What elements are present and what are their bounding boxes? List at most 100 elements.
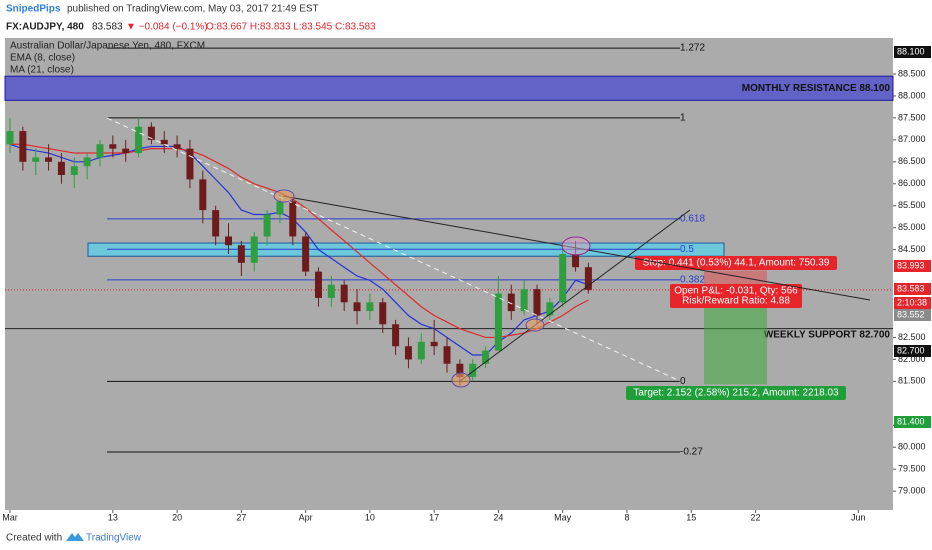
candle-body [507,293,515,312]
candle-body [392,324,400,347]
x-tick-label: Jun [851,512,866,522]
candle-body [417,341,425,360]
x-tick-label: 13 [108,512,118,522]
candle-body [546,302,554,316]
y-tick-label: 79.000 [898,485,926,495]
countdown-box [894,297,931,309]
candle-body [443,346,451,364]
price-tag-label: 83.993 [897,260,925,270]
legend-title: Australian Dollar/Japanese Yen, 480, FXC… [10,41,205,52]
ohlc: O:83.667 H:83.833 L:83.545 C:83.583 [206,22,376,33]
candle-body [160,139,168,145]
candle-body [404,346,412,360]
fib-label: -0.27 [680,447,703,458]
candle-body [147,126,155,140]
candle-body [225,236,233,246]
fib-label: 0.618 [680,214,705,225]
candle-body [289,201,297,237]
y-tick-label: 80.000 [898,442,926,452]
candle-body [302,236,310,272]
candle-body [366,302,374,312]
candle-body [109,144,117,149]
candle-body [430,341,438,347]
x-tick-label: May [554,512,572,522]
candle-body [482,350,490,364]
y-tick-label: 88.500 [898,68,926,78]
x-tick-label: Mar [2,512,18,522]
y-tick-label: 85.500 [898,200,926,210]
price-tag [894,309,931,321]
candle-body [572,254,580,268]
legend-entry: EMA (8, close) [10,53,75,64]
candle-body [45,157,53,162]
candle-body [314,271,322,298]
x-tick-label: 8 [624,512,629,522]
indicator-line [10,143,589,339]
candle-body [122,148,130,154]
x-tick-label: 20 [172,512,182,522]
change: ▼ −0.084 (−0.1%) [126,22,208,33]
candle-body [250,236,258,263]
footer-created: Created with [6,533,62,544]
y-tick-label: 88.000 [898,90,926,100]
candle-body [199,179,207,211]
x-tick-label: 10 [365,512,375,522]
candle-body [379,302,387,325]
plot: MONTHLY RESISTANCE 88.100 WEEKLY SUPPORT … [4,43,894,458]
price-tag [894,283,931,295]
footer-brand: TradingView [86,533,142,544]
trend-line [459,209,691,382]
candle-body [135,126,143,154]
y-tick-label: 85.000 [898,222,926,232]
marker [561,236,591,256]
last-price: 83.583 [92,22,123,33]
price-tag [894,46,931,58]
price-axis [893,38,932,510]
price-tag [894,345,931,357]
x-tick-label: 15 [686,512,696,522]
x-tick-label: 22 [750,512,760,522]
published: published on TradingView.com, May 03, 20… [67,4,319,15]
marker [525,318,545,332]
price-tag [894,416,931,428]
candle-body [327,284,335,298]
y-tick-label: 86.000 [898,178,926,188]
stop-label: Stop: 0.441 (0.53%) 44.1, Amount: 750.39 [643,258,830,269]
candle-body [353,302,361,312]
price-tag [894,260,931,272]
y-tick-label: 86.500 [898,156,926,166]
trend-line [106,117,681,382]
logo [66,533,84,541]
candle-body [237,245,245,263]
y-tick-label: 82.000 [898,354,926,364]
pnl-box [670,284,802,308]
y-tick-label: 82.500 [898,332,926,342]
target-label-box [626,386,846,400]
rr-label: Risk/Reward Ratio: 4.88 [682,296,790,307]
pnl-label: Open P&L: -0.031, Qty: 566 [674,286,798,297]
marker [273,189,295,203]
x-tick-label: 17 [429,512,439,522]
price-tag-label: 81.400 [897,416,925,426]
legend-entry: MA (21, close) [10,65,74,76]
price-tag-label: 83.583 [897,283,925,293]
candle-body [6,131,14,145]
x-tick-label: Apr [299,512,313,522]
fib-label: 1.272 [680,43,705,54]
drawings [106,117,871,388]
candle-body [456,363,464,377]
support-label: WEEKLY SUPPORT 82.700 [764,329,891,340]
fib-label: 0.382 [680,275,705,286]
target-label: Target: 2.152 (2.58%) 215.2, Amount: 221… [633,388,839,399]
price-tag-label: 82.700 [897,345,925,355]
y-tick-label: 84.500 [898,244,926,254]
price-tag-label: 83.552 [897,309,925,319]
indicator-line [9,143,589,356]
candle-body [32,157,40,162]
fib-label: 1 [680,113,686,124]
candle-body [263,214,271,237]
candle-body [276,201,284,215]
author: SnipedPips [6,4,61,15]
